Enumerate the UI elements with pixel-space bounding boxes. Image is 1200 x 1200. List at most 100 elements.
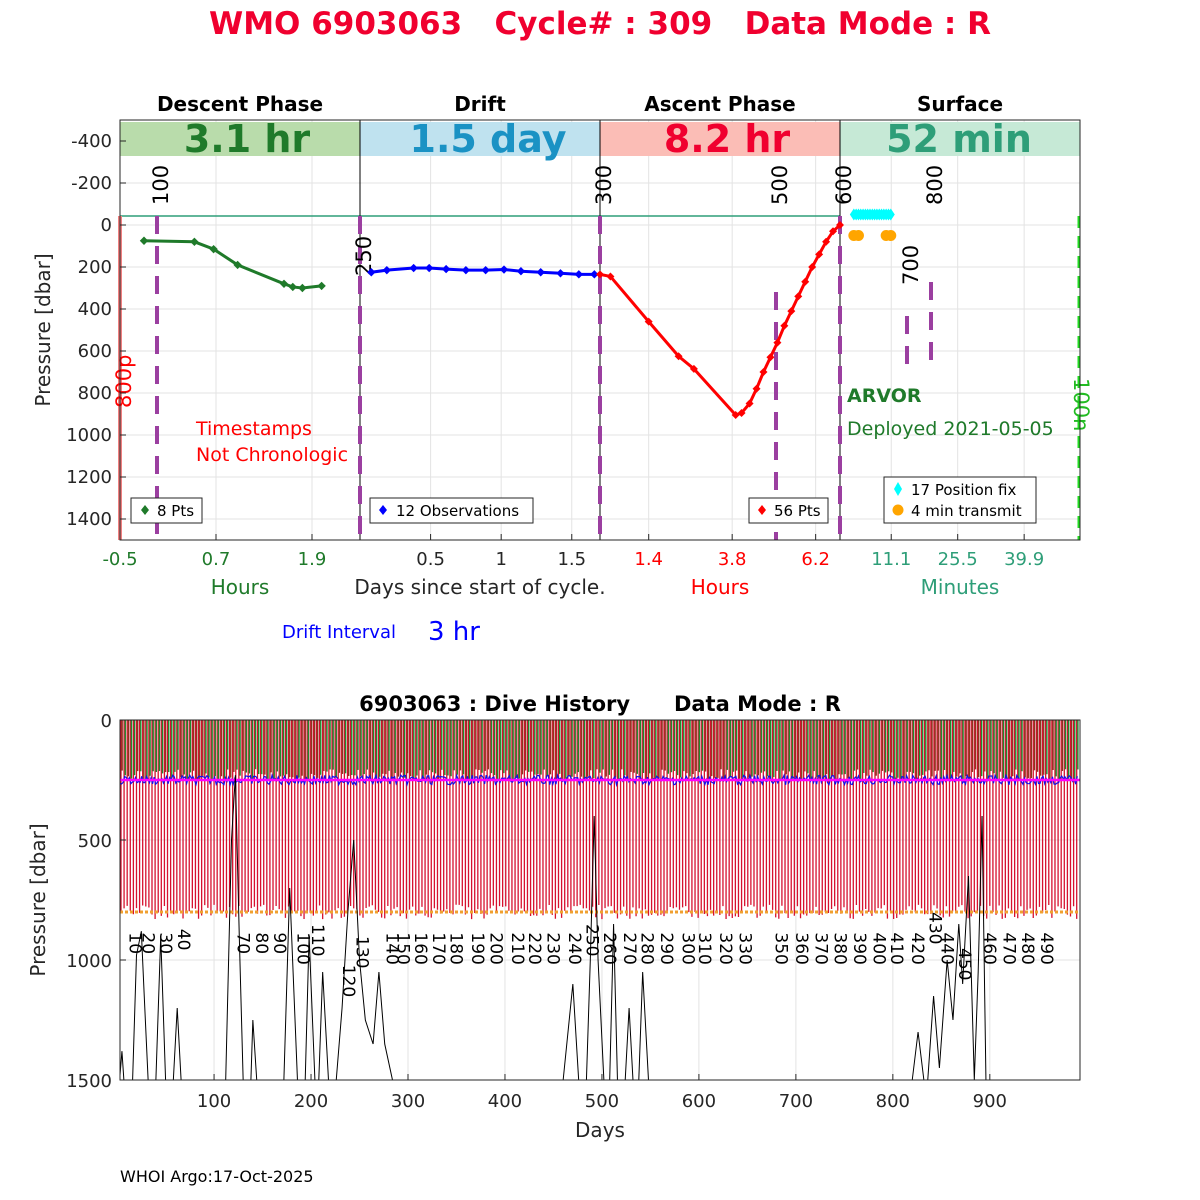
marker-800-label: 800 <box>923 165 947 205</box>
ascent-line <box>599 223 842 417</box>
cycle-number-label: 100 <box>292 932 312 964</box>
cycle-xtick-label: 25.5 <box>938 549 978 570</box>
cycle-ytick-label: 400 <box>78 299 112 320</box>
drift-series <box>367 263 599 279</box>
cycle-number-label: 370 <box>810 932 830 964</box>
descent-series <box>139 236 326 293</box>
history-overlays <box>119 772 1080 914</box>
not-chronologic-note: Not Chronologic <box>196 444 348 466</box>
history-y-axis-label: Pressure [dbar] <box>26 823 50 976</box>
drift-point <box>367 268 376 277</box>
cycle-number-label: 210 <box>507 932 527 964</box>
ascent-point <box>737 408 746 417</box>
history-xtick-label: 100 <box>197 1091 231 1112</box>
cycle-ytick-label: 600 <box>78 341 112 362</box>
descent-units-label: Hours <box>211 575 270 599</box>
dive-history-panel: 6903063 : Dive History Data Mode : R 102… <box>26 692 1081 1142</box>
cycle-ytick-label: 1200 <box>66 467 112 488</box>
cycle-number-label: 350 <box>771 932 791 964</box>
position-fix-point <box>886 208 895 221</box>
history-xtick-label: 900 <box>973 1091 1007 1112</box>
cycle-number-label: 430 <box>925 912 945 944</box>
descent-legend: 8 Pts <box>130 497 203 524</box>
cycle-number-label: 30 <box>155 932 175 954</box>
descent-point <box>288 282 297 292</box>
history-xtick-label: 200 <box>294 1091 328 1112</box>
cycle-ytick-label: 1000 <box>66 425 112 446</box>
history-x-axis-label: Days <box>575 1118 625 1142</box>
float-type: ARVOR <box>847 385 922 407</box>
cycle-axes-frame <box>119 119 1081 541</box>
ascent-point <box>787 307 796 316</box>
surface-legend: 17 Position fix 4 min transmit <box>883 476 1037 524</box>
marker-300-label: 300 <box>592 165 616 205</box>
history-ytick-label: 1500 <box>66 1071 112 1092</box>
history-bars <box>120 720 1079 920</box>
descent-point <box>279 279 289 288</box>
surface-legend-fix: 17 Position fix <box>911 481 1016 499</box>
marker-800p-label: 800p <box>112 355 136 408</box>
surface-legend-transmit: 4 min transmit <box>911 502 1022 520</box>
cycle-number-label: 420 <box>907 932 927 964</box>
descent-point <box>298 283 307 293</box>
cycle-number-label: 280 <box>637 932 657 964</box>
cycle-xtick-label: 1.4 <box>634 549 663 570</box>
cycle-number-label: 410 <box>886 932 906 964</box>
ascent-series <box>596 221 844 420</box>
descent-band-label: 3.1 hr <box>184 117 311 161</box>
transmit-point <box>885 230 897 241</box>
marker-700-label: 700 <box>899 245 923 285</box>
cycle-xtick-label: 1 <box>495 549 506 570</box>
drift-point <box>499 265 509 274</box>
cycle-number-label: 460 <box>979 932 999 964</box>
surface-phase-title: Surface <box>917 92 1003 116</box>
ascent-point <box>752 384 761 393</box>
cycle-number-label: 10 <box>125 932 145 954</box>
ascent-point <box>794 292 803 301</box>
drift-point <box>536 268 545 277</box>
drift-band-label: 1.5 day <box>410 117 567 161</box>
ascent-units-label: Hours <box>691 575 750 599</box>
cycle-x-axis-label: Days since start of cycle. <box>354 575 605 599</box>
drift-point <box>590 270 599 279</box>
drift-point <box>409 263 418 273</box>
cycle-number-label: 20 <box>137 932 157 954</box>
cycle-xtick-label: 11.1 <box>871 549 911 570</box>
descent-line <box>143 239 322 290</box>
drift-interval-value: 3 hr <box>428 617 480 647</box>
drift-point <box>516 267 526 276</box>
ascent-legend-label: 56 Pts <box>774 502 821 520</box>
page-title: WMO 6903063 Cycle# : 309 Data Mode : R <box>209 6 991 42</box>
dive-history-title: 6903063 : Dive History Data Mode : R <box>359 692 841 716</box>
cycle-xtick-label: 39.9 <box>1004 549 1044 570</box>
descent-point <box>233 260 242 270</box>
cycle-ytick-label: 1400 <box>66 509 112 530</box>
cycle-ytick-label: 800 <box>78 383 112 404</box>
cycle-number-label: 330 <box>735 932 755 964</box>
history-xtick-label: 600 <box>682 1091 716 1112</box>
cycle-xtick-label: 6.2 <box>801 549 830 570</box>
drift-point <box>461 265 471 275</box>
ascent-band <box>600 122 840 156</box>
surface-band-label: 52 min <box>886 117 1032 161</box>
ascent-point <box>674 352 683 361</box>
ascent-point <box>801 277 810 286</box>
ascent-point <box>606 272 615 281</box>
drift-band <box>360 122 600 156</box>
cycle-xtick-label: 0.5 <box>416 549 445 570</box>
cycle-number-label: 160 <box>410 932 430 964</box>
cycle-number-label: 190 <box>467 932 487 964</box>
cycle-y-axis-label: Pressure [dbar] <box>31 253 55 406</box>
drift-interval-label: Drift Interval <box>282 622 396 643</box>
history-ytick-label: 500 <box>78 831 112 852</box>
cycle-ytick-label: -200 <box>71 173 112 194</box>
cycle-number-label: 140 <box>382 932 402 964</box>
cycle-number-label: 400 <box>868 932 888 964</box>
history-ytick-label: 0 <box>101 711 112 732</box>
descent-point <box>317 281 326 291</box>
descent-point <box>209 244 218 254</box>
ascent-point <box>836 221 844 229</box>
ascent-point <box>766 353 775 362</box>
cycle-number-label: 390 <box>849 932 869 964</box>
